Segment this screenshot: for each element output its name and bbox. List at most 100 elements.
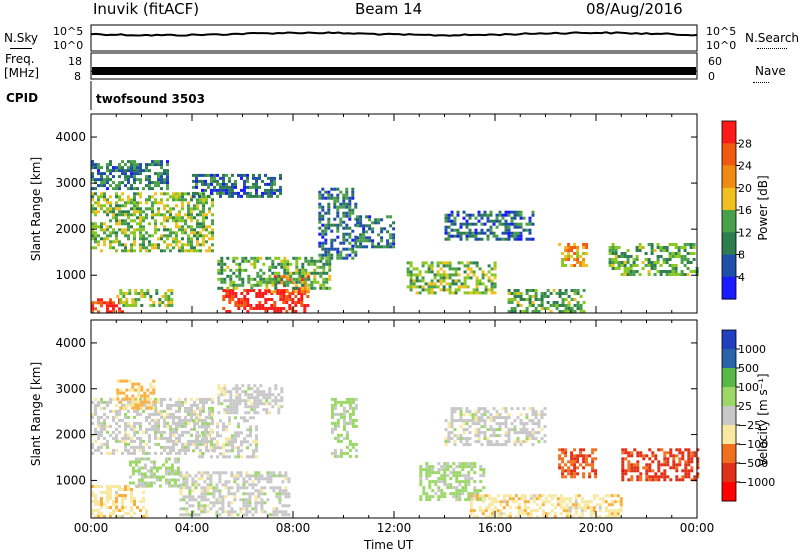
heatmap-cell: [333, 403, 337, 407]
heatmap-cell: [415, 285, 419, 289]
heatmap-cell: [389, 215, 393, 219]
heatmap-cell: [163, 445, 166, 449]
heatmap-cell: [206, 471, 210, 475]
heatmap-cell: [154, 403, 157, 407]
heatmap-cell: [386, 239, 390, 243]
heatmap-cell: [133, 181, 136, 185]
nsky-label: N.Sky: [4, 31, 39, 45]
heatmap-cell: [229, 405, 233, 409]
heatmap-cell: [279, 188, 282, 192]
heatmap-cell: [630, 451, 634, 455]
heatmap-cell: [157, 228, 160, 232]
heatmap-cell: [280, 399, 284, 403]
heatmap-cell: [339, 400, 343, 404]
heatmap-cell: [267, 191, 270, 195]
heatmap-cell: [484, 494, 488, 498]
heatmap-cell: [195, 173, 198, 177]
heatmap-cell: [157, 175, 160, 179]
heatmap-cell: [175, 427, 178, 431]
heatmap-cell: [342, 199, 346, 203]
heatmap-cell: [228, 455, 231, 459]
heatmap-cell: [196, 234, 199, 238]
heatmap-cell: [558, 292, 562, 295]
heatmap-cell: [553, 494, 557, 498]
heatmap-cell: [109, 400, 112, 404]
heatmap-cell: [490, 288, 494, 292]
heatmap-cell: [137, 406, 141, 410]
heatmap-cell: [284, 504, 288, 508]
heatmap-cell: [115, 500, 118, 503]
heatmap-cell: [151, 160, 154, 164]
heatmap-cell: [330, 403, 334, 407]
heatmap-cell: [351, 412, 355, 416]
heatmap-cell: [222, 191, 225, 195]
heatmap-cell: [274, 384, 278, 388]
heatmap-cell: [573, 310, 577, 313]
heatmap-cell: [130, 439, 133, 443]
heatmap-cell: [205, 234, 208, 238]
heatmap-cell: [650, 246, 654, 249]
heatmap-cell: [127, 485, 130, 488]
heatmap-cell: [633, 448, 637, 452]
heatmap-cell: [230, 501, 234, 505]
heatmap-cell: [321, 208, 325, 212]
heatmap-cell: [431, 495, 435, 499]
heatmap-cell: [172, 418, 175, 422]
heatmap-cell: [163, 219, 166, 223]
heatmap-cell: [477, 437, 481, 441]
heatmap-cell: [115, 201, 118, 205]
heatmap-cell: [339, 253, 343, 257]
heatmap-cell: [490, 279, 494, 283]
heatmap-cell: [190, 240, 193, 244]
heatmap-cell: [473, 465, 477, 469]
heatmap-cell: [362, 230, 366, 234]
heatmap-cell: [249, 289, 253, 292]
heatmap-cell: [190, 246, 193, 250]
heatmap-cell: [313, 262, 317, 266]
heatmap-cell: [234, 446, 237, 450]
heatmap-cell: [611, 258, 615, 261]
heatmap-cell: [324, 232, 328, 236]
heatmap-cell: [231, 449, 234, 453]
heatmap-cell: [188, 513, 192, 517]
heatmap-cell: [100, 304, 103, 308]
heatmap-cell: [228, 188, 231, 192]
heatmap-cell: [118, 169, 121, 173]
heatmap-cell: [115, 240, 118, 244]
heatmap-cell: [479, 480, 483, 484]
heatmap-cell: [297, 301, 301, 304]
heatmap-cell: [106, 169, 109, 173]
heatmap-cell: [277, 411, 281, 415]
heatmap-cell: [236, 483, 240, 487]
heatmap-cell: [133, 201, 136, 205]
heatmap-cell: [233, 510, 237, 514]
heatmap-cell: [231, 437, 234, 441]
colorbar-tick-label: 25: [738, 400, 752, 413]
heatmap-cell: [582, 454, 586, 458]
heatmap-cell: [489, 419, 493, 423]
heatmap-cell: [145, 451, 148, 455]
heatmap-cell: [172, 421, 175, 425]
heatmap-cell: [534, 416, 538, 420]
heatmap-cell: [487, 264, 491, 268]
heatmap-cell: [142, 237, 145, 241]
heatmap-cell: [148, 436, 151, 440]
heatmap-cell: [178, 403, 181, 407]
heatmap-cell: [380, 218, 384, 222]
heatmap-cell: [519, 428, 523, 432]
heatmap-cell: [450, 413, 454, 417]
heatmap-cell: [468, 228, 472, 232]
heatmap-cell: [154, 427, 157, 431]
heatmap-cell: [573, 258, 577, 261]
heatmap-cell: [474, 434, 478, 438]
colorbar-segment: [722, 349, 736, 369]
heatmap-cell: [190, 409, 193, 413]
heatmap-cell: [614, 261, 618, 264]
heatmap-cell: [208, 412, 211, 416]
heatmap-cell: [133, 172, 136, 176]
heatmap-cell: [258, 185, 261, 189]
heatmap-cell: [327, 193, 331, 197]
heatmap-cell: [238, 399, 242, 403]
heatmap-cell: [134, 397, 138, 401]
heatmap-cell: [690, 460, 694, 464]
